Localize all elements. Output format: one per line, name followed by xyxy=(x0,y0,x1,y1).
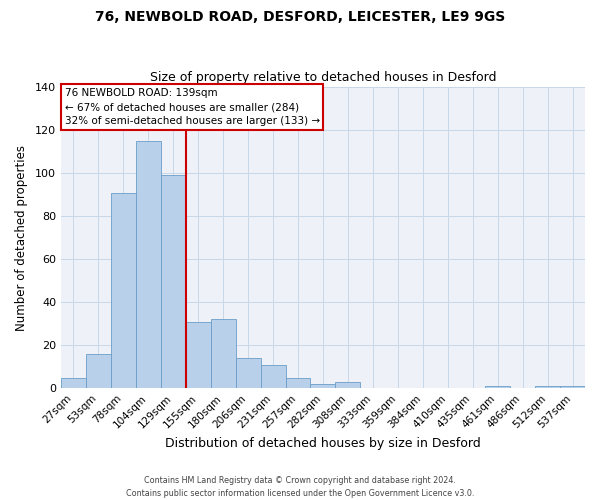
Bar xyxy=(211,320,236,388)
Bar xyxy=(485,386,510,388)
Bar xyxy=(335,382,361,388)
Bar xyxy=(111,192,136,388)
Bar xyxy=(186,322,211,388)
Text: 76, NEWBOLD ROAD, DESFORD, LEICESTER, LE9 9GS: 76, NEWBOLD ROAD, DESFORD, LEICESTER, LE… xyxy=(95,10,505,24)
Bar xyxy=(310,384,335,388)
Bar xyxy=(260,364,286,388)
Bar xyxy=(161,176,186,388)
Title: Size of property relative to detached houses in Desford: Size of property relative to detached ho… xyxy=(150,72,496,85)
Bar xyxy=(136,141,161,388)
Bar xyxy=(286,378,310,388)
X-axis label: Distribution of detached houses by size in Desford: Distribution of detached houses by size … xyxy=(165,437,481,450)
Bar xyxy=(236,358,260,388)
Y-axis label: Number of detached properties: Number of detached properties xyxy=(15,144,28,330)
Bar xyxy=(560,386,585,388)
Bar xyxy=(535,386,560,388)
Bar xyxy=(61,378,86,388)
Text: 76 NEWBOLD ROAD: 139sqm
← 67% of detached houses are smaller (284)
32% of semi-d: 76 NEWBOLD ROAD: 139sqm ← 67% of detache… xyxy=(65,88,320,126)
Bar xyxy=(86,354,111,388)
Text: Contains HM Land Registry data © Crown copyright and database right 2024.
Contai: Contains HM Land Registry data © Crown c… xyxy=(126,476,474,498)
